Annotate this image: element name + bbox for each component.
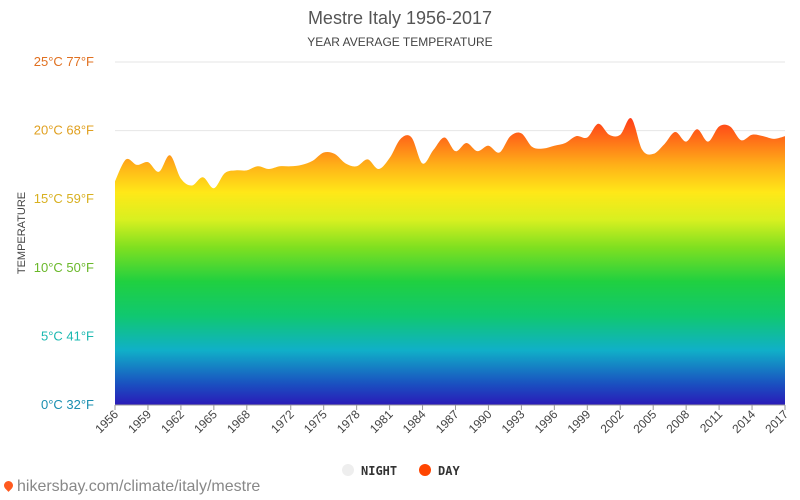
y-tick-label: 15°C 59°F <box>34 191 94 206</box>
chart-subtitle: YEAR AVERAGE TEMPERATURE <box>307 35 492 49</box>
legend-item-night[interactable]: NIGHT <box>342 464 397 478</box>
x-tick-label: 2014 <box>729 407 758 436</box>
x-tick-label: 1975 <box>301 407 330 436</box>
location-pin-icon <box>2 479 15 492</box>
legend: NIGHT DAY <box>342 464 460 478</box>
x-tick-label: 1987 <box>433 407 462 436</box>
x-tick-label: 1972 <box>268 407 297 436</box>
x-tick-label: 1981 <box>367 407 396 436</box>
y-tick-label: 5°C 41°F <box>41 328 94 343</box>
x-tick-label: 1968 <box>224 407 253 436</box>
x-tick-label: 2005 <box>631 407 660 436</box>
x-tick-label: 1984 <box>400 407 429 436</box>
y-tick-label: 10°C 50°F <box>34 260 94 275</box>
x-tick-label: 1990 <box>466 407 495 436</box>
x-tick-label: 2008 <box>663 407 692 436</box>
legend-item-day[interactable]: DAY <box>419 464 460 478</box>
x-tick-label: 1965 <box>191 407 220 436</box>
legend-night-swatch <box>342 464 354 476</box>
y-tick-label: 0°C 32°F <box>41 397 94 412</box>
y-axis: 0°C 32°F 5°C 41°F 10°C 50°F 15°C 59°F 20°C 6… <box>34 54 94 412</box>
watermark[interactable]: hikersbay.com/climate/italy/mestre <box>2 478 261 496</box>
legend-day-label: DAY <box>438 464 460 478</box>
y-tick-label: 25°C 77°F <box>34 54 94 69</box>
y-axis-label: TEMPERATURE <box>16 192 28 274</box>
x-axis <box>114 404 786 410</box>
x-tick-label: 1962 <box>158 407 187 436</box>
y-tick-label: 20°C 68°F <box>34 123 94 138</box>
x-tick-labels: 1956 1959 1962 1965 1968 1972 1975 1978 1981 1984… <box>92 407 791 436</box>
x-tick-label: 1956 <box>92 407 121 436</box>
x-tick-label: 2011 <box>697 407 725 435</box>
x-tick-label: 2002 <box>598 407 627 436</box>
legend-night-label: NIGHT <box>361 464 397 478</box>
night-series-area <box>115 251 785 405</box>
x-tick-label: 1959 <box>125 407 154 436</box>
chart-title: Mestre Italy 1956-2017 <box>308 8 492 28</box>
x-tick-label: 1993 <box>499 407 528 436</box>
x-tick-label: 1996 <box>532 407 561 436</box>
x-tick-label: 1999 <box>565 407 594 436</box>
x-tick-label: 2017 <box>762 407 791 436</box>
x-tick-label: 1978 <box>334 407 363 436</box>
legend-day-swatch <box>419 464 431 476</box>
watermark-text: hikersbay.com/climate/italy/mestre <box>17 478 261 495</box>
